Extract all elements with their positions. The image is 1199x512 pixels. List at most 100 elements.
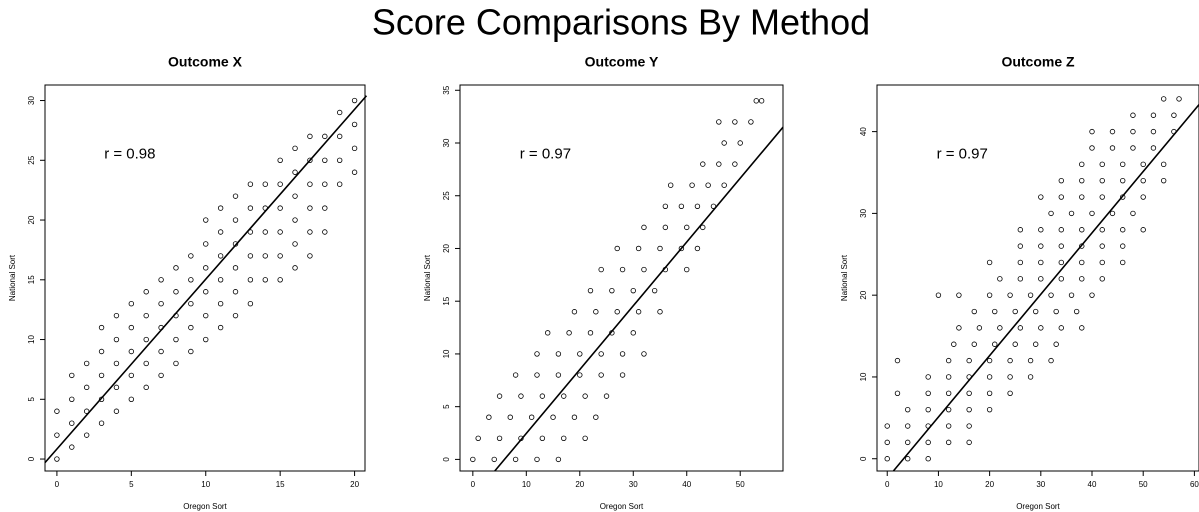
point — [1089, 128, 1095, 135]
point — [986, 259, 993, 266]
point — [1027, 357, 1034, 364]
y-tick-label: 15 — [27, 275, 36, 284]
point — [598, 266, 604, 273]
point — [662, 224, 669, 231]
point — [1079, 259, 1085, 266]
point — [1058, 194, 1064, 200]
point — [1150, 112, 1157, 118]
point — [619, 372, 626, 378]
point — [619, 266, 626, 273]
point — [534, 456, 540, 463]
y-tick-label: 35 — [442, 85, 451, 94]
point — [1048, 357, 1054, 364]
point — [307, 205, 313, 211]
point — [1012, 341, 1018, 347]
point — [905, 423, 911, 429]
point — [475, 435, 481, 442]
point — [1150, 128, 1157, 135]
point — [158, 372, 164, 379]
point — [986, 374, 993, 380]
point — [143, 289, 149, 295]
point — [577, 372, 583, 378]
fit-line — [892, 104, 1199, 472]
point — [1079, 276, 1085, 282]
point — [1017, 259, 1024, 266]
point — [69, 396, 75, 402]
point — [158, 348, 164, 355]
point — [1007, 374, 1013, 380]
point — [956, 325, 962, 331]
point — [262, 277, 268, 283]
point — [966, 406, 972, 413]
point — [678, 203, 685, 209]
y-tick-label: 15 — [442, 296, 451, 305]
point — [539, 435, 546, 442]
point — [1120, 243, 1126, 249]
point — [54, 432, 60, 438]
point — [630, 330, 636, 336]
point — [577, 351, 583, 357]
point — [582, 393, 588, 399]
point — [1160, 161, 1167, 168]
point — [336, 181, 343, 187]
x-axis-label: Oregon Sort — [1016, 502, 1060, 511]
x-tick-label: 20 — [350, 480, 359, 489]
point — [1099, 194, 1105, 200]
x-axis-label: Oregon Sort — [183, 502, 227, 511]
point — [571, 414, 578, 420]
point — [1058, 227, 1064, 233]
point — [966, 423, 972, 429]
point — [598, 372, 604, 378]
x-tick-label: 5 — [129, 480, 134, 489]
point — [217, 253, 224, 259]
point — [753, 98, 759, 104]
point — [292, 265, 298, 271]
point — [307, 229, 313, 235]
point — [1017, 325, 1024, 331]
point — [188, 253, 194, 259]
point — [232, 312, 239, 319]
annotation: r = 0.97 — [937, 145, 988, 162]
point — [1058, 243, 1064, 249]
point — [641, 351, 647, 357]
point — [203, 241, 209, 247]
figure-title: Score Comparisons By Method — [372, 2, 870, 43]
point — [496, 435, 503, 442]
point — [721, 140, 727, 146]
x-axis-label: Oregon Sort — [600, 502, 644, 511]
point — [351, 121, 358, 128]
point — [593, 414, 599, 420]
point — [925, 406, 931, 413]
point — [158, 277, 164, 283]
point — [630, 287, 636, 294]
point — [1017, 227, 1024, 233]
point — [593, 309, 599, 315]
point — [951, 341, 957, 347]
x-tick-label: 10 — [201, 480, 210, 489]
point — [262, 229, 268, 235]
point — [336, 109, 343, 116]
point — [113, 384, 120, 391]
point — [657, 245, 663, 252]
fit-line — [494, 126, 784, 472]
point — [173, 289, 179, 295]
point — [1089, 210, 1095, 217]
y-tick-label: 5 — [442, 404, 451, 409]
point — [292, 241, 298, 247]
point — [277, 205, 283, 211]
y-axis-label: National Sort — [423, 254, 432, 301]
point — [884, 456, 890, 462]
point — [545, 330, 551, 336]
plot-frame — [44, 84, 366, 472]
point — [635, 309, 642, 315]
y-tick-label: 0 — [27, 456, 36, 461]
point — [54, 456, 60, 462]
point — [1109, 145, 1116, 151]
point — [322, 181, 328, 187]
point — [83, 360, 90, 367]
panel-title: Outcome Z — [1001, 54, 1075, 70]
point — [98, 348, 105, 355]
point — [69, 420, 75, 426]
point — [587, 330, 594, 336]
point — [992, 308, 998, 315]
